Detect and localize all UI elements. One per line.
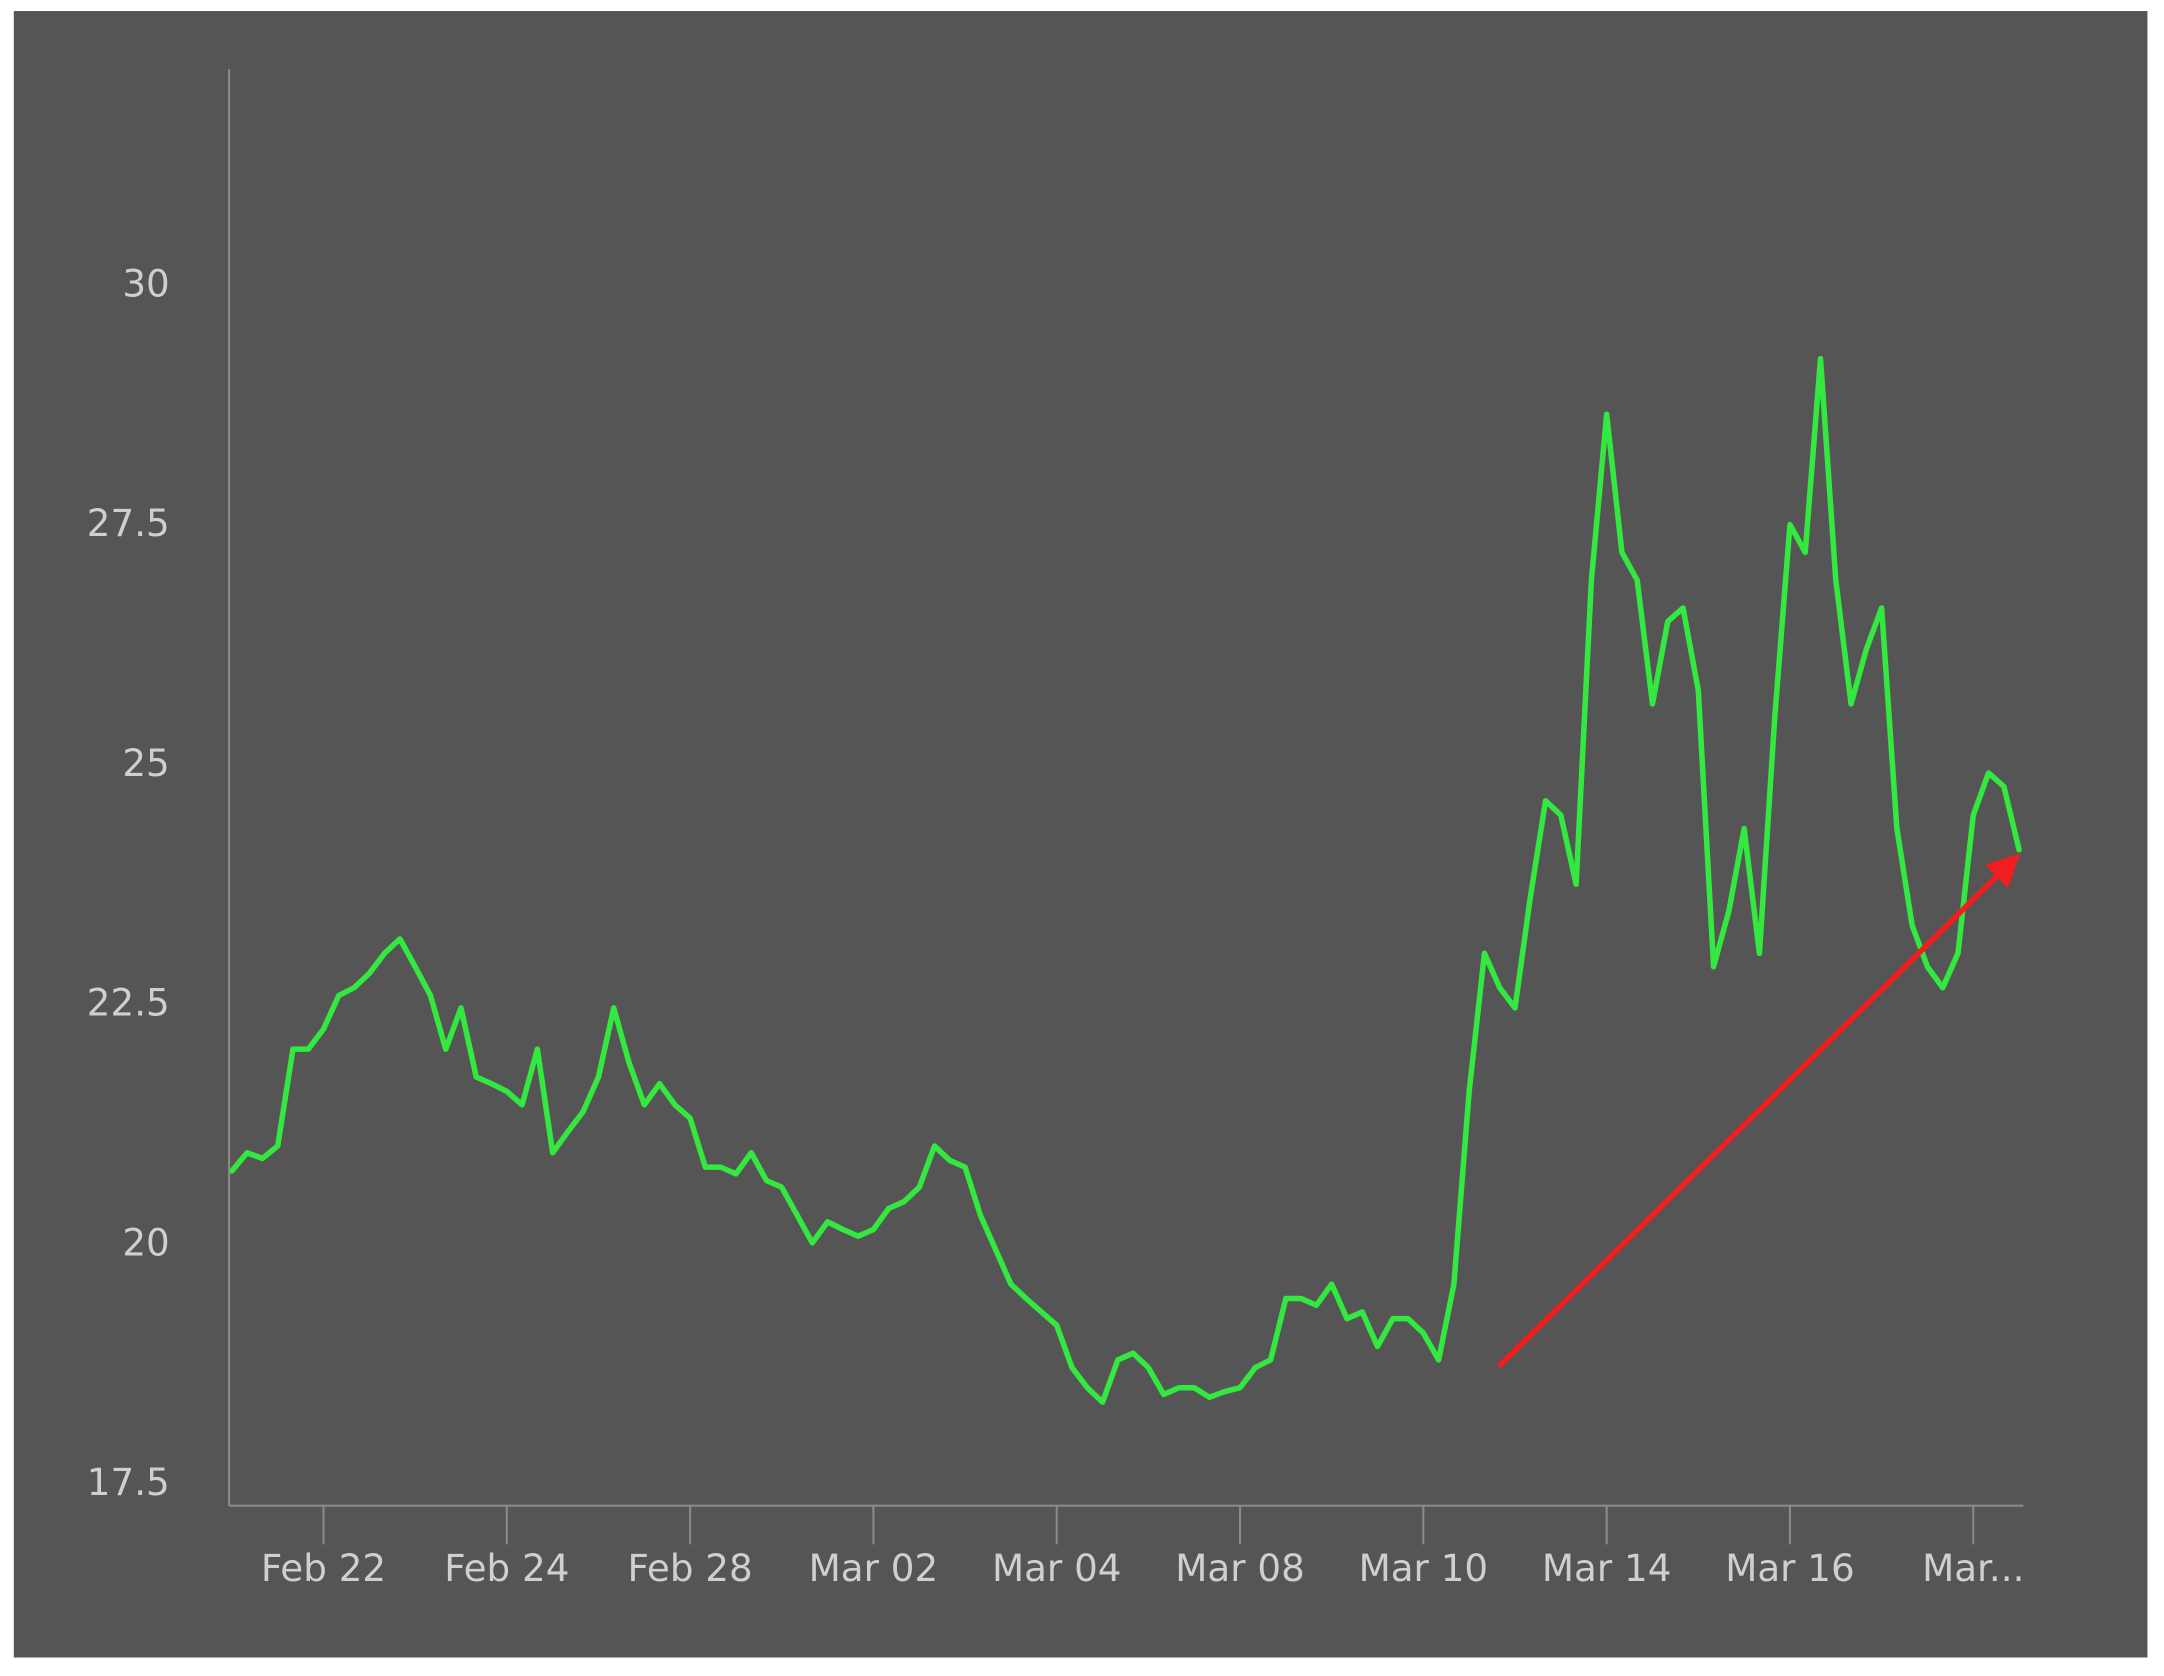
y-tick-label: 17.5 <box>87 1460 170 1504</box>
x-tick-label: Feb 24 <box>444 1546 569 1590</box>
y-tick-label: 27.5 <box>87 501 170 545</box>
x-tick-label: Feb 28 <box>628 1546 753 1590</box>
chart-panel <box>13 11 2148 1658</box>
x-tick-label: Mar 16 <box>1725 1546 1855 1590</box>
annotation-arrow <box>1496 853 2021 1369</box>
data-line <box>229 355 2022 1405</box>
x-tick-label: Mar 10 <box>1359 1546 1489 1590</box>
y-tick-label: 30 <box>122 261 169 305</box>
y-tick-label: 22.5 <box>87 981 170 1025</box>
x-tick-label: Feb 22 <box>261 1546 386 1590</box>
x-tick-label: Mar... <box>1922 1546 2024 1590</box>
x-tick-label: Mar 04 <box>992 1546 1122 1590</box>
plot-layer: 17.5 20 22.5 25 27.5 30 Feb 22 Feb 24 Feb 28 Mar … <box>87 261 2025 1590</box>
x-tick-label: Mar 02 <box>809 1546 939 1590</box>
y-tick-label: 25 <box>122 741 169 785</box>
x-tick-label: Mar 14 <box>1542 1546 1672 1590</box>
y-tick-label: 20 <box>122 1220 169 1264</box>
x-tick-label: Mar 08 <box>1175 1546 1305 1590</box>
